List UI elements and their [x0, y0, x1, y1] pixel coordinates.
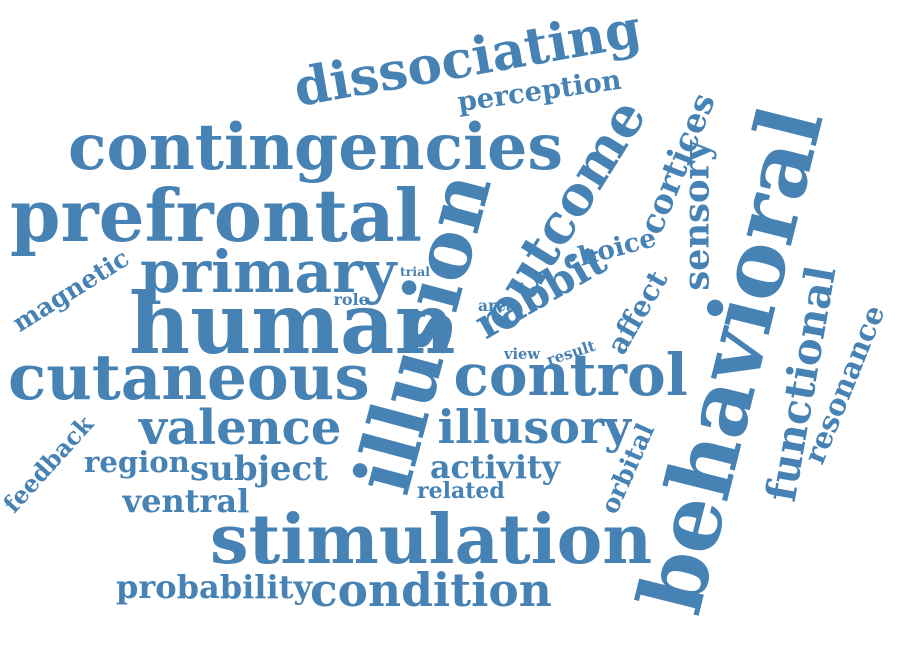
word-related: related — [417, 478, 505, 504]
word-cutaneous: cutaneous — [8, 339, 370, 414]
word-primary: primary — [140, 238, 397, 306]
word-contingencies: contingencies — [68, 109, 564, 184]
word-valence: valence — [139, 400, 342, 456]
word-ventral: ventral — [122, 482, 250, 520]
word-area: area — [478, 296, 516, 315]
word-subject: subject — [190, 449, 328, 489]
word-illusory: illusory — [437, 400, 631, 454]
word-stimulation: stimulation — [210, 499, 653, 580]
word-control: control — [453, 341, 688, 409]
word-condition: condition — [310, 562, 552, 617]
word-view: view — [504, 345, 540, 363]
word-trial: trial — [400, 264, 430, 279]
word-role: role — [333, 290, 369, 309]
word-activity: activity — [430, 449, 560, 486]
word-region: region — [84, 444, 190, 479]
word-probability: probability — [116, 568, 313, 606]
word-prefrontal: prefrontal — [10, 174, 423, 259]
word-human: human — [129, 274, 456, 373]
